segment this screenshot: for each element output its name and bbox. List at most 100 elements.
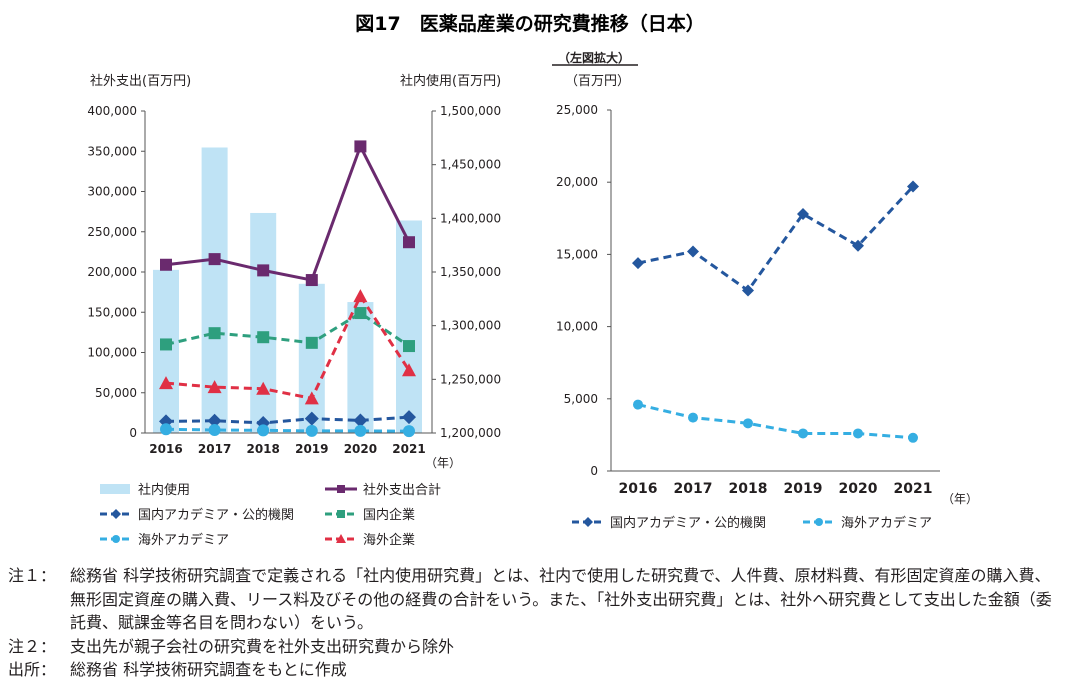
data-point-2021 [403,425,415,438]
x-tick-label: 2020 [839,481,878,497]
data-point-2021 [402,363,416,377]
series-line [637,185,915,293]
figure-title: 図17 医薬品産業の研究費推移（日本） [355,12,704,35]
data-point-2019 [305,274,318,287]
bar-2016 [153,269,179,433]
y-axis-right-label: 社内使用(百万円) [400,73,501,89]
data-point-2021 [403,236,415,249]
y-tick-label-left: 150,000 [87,305,137,319]
x-tick-label: 2017 [198,442,231,456]
data-point-2018 [257,331,270,344]
data-point-2018 [742,284,754,297]
x-tick-label: 2016 [149,442,182,456]
note-text: 総務省 科学技術研究調査で定義される「社内使用研究費」とは、社内で使用した研究費… [70,566,1052,632]
legend-marker-square [337,485,345,493]
y-tick-label-left: 250,000 [87,225,137,239]
legend-item: 国内アカデミア・公的機関 [610,515,766,531]
x-tick-label: 2017 [674,481,713,497]
data-point-2019 [304,391,319,405]
bar-2021 [396,220,422,433]
bar-2018 [250,212,277,433]
y-tick-label-left: 350,000 [87,144,137,158]
y-tick-label-left: 100,000 [87,346,137,360]
legend-item: 国内企業 [363,507,415,523]
chart-canvas: 図17 医薬品産業の研究費推移（日本） 社外支出(百万円) 社内使用(百万円) 0 5… [87,12,978,548]
series-line [165,311,410,348]
note-text: 総務省 科学技術研究調査をもとに作成 [70,660,347,679]
subtitle: （左図拡大） [558,50,630,65]
data-point-2021 [403,340,415,353]
legend-marker-circle [112,535,120,543]
legend-swatch [100,484,130,494]
data-point-2019 [305,424,318,437]
y-tick-label-right: 1,400,000 [440,211,501,225]
data-point-2017 [208,327,221,340]
data-point-2021 [402,410,416,425]
note-1: 注１： 総務省 科学技術研究調査で定義される「社内使用研究費」とは、社内で使用した… [8,564,1074,635]
data-point-2016 [633,399,643,410]
data-point-2020 [354,307,367,320]
data-point-2017 [687,245,699,258]
y-tick-label: 0 [590,464,598,478]
data-point-2020 [354,140,367,153]
data-point-2016 [160,258,172,271]
x-axis-unit: （年） [425,456,461,470]
y-axis-left-label: 社外支出(百万円) [90,73,191,89]
data-point-2016 [160,423,172,436]
x-tick-label: 2019 [295,442,328,456]
data-point-2017 [208,253,221,266]
y-tick-label-right: 1,300,000 [440,319,501,333]
y-tick-label-left: 200,000 [87,265,137,279]
data-point-2017 [688,412,698,423]
legend-item: 国内アカデミア・公的機関 [138,507,294,523]
data-point-2016 [160,338,172,351]
data-point-2020 [354,424,367,437]
data-point-2018 [257,264,270,277]
data-point-2019 [797,207,809,220]
y-tick-label: 5,000 [564,392,598,406]
data-point-2020 [852,239,864,252]
data-point-2017 [207,413,222,428]
data-point-2019 [305,336,318,349]
data-point-2017 [208,424,221,437]
data-point-2016 [632,257,644,270]
series-line [165,293,411,401]
note-label: 注２： [8,636,57,656]
note-text: 支出先が親子会社の研究費を社外支出研究費から除外 [70,636,455,656]
y-tick-label-right: 1,350,000 [440,265,501,279]
y-tick-label-left: 300,000 [87,185,137,199]
bar-2020 [347,302,374,433]
y-tick-label-right: 1,450,000 [440,158,501,172]
data-point-2016 [159,376,173,390]
series-line [165,142,411,282]
series-line [165,427,410,433]
data-point-2018 [743,418,753,429]
x-tick-label: 2018 [246,442,279,456]
legend-marker-triangle [336,534,346,543]
source-note: 出所： 総務省 科学技術研究調査をもとに作成 [8,658,1074,682]
legend-item: 海外アカデミア [138,532,229,548]
series-line [165,415,410,425]
x-tick-label: 2021 [894,481,933,497]
y-tick-label-left: 0 [129,426,137,440]
bar-2019 [298,283,325,433]
legend-item: 海外企業 [363,532,415,548]
y-tick-label: 15,000 [556,247,598,261]
x-tick-label: 2018 [729,481,768,497]
y-tick-label-left: 400,000 [87,104,137,118]
data-point-2020 [353,413,368,428]
data-point-2017 [207,380,222,394]
data-point-2020 [853,428,863,439]
y-tick-label-right: 1,500,000 [440,104,501,118]
data-point-2021 [907,180,919,193]
y-tick-label-left: 50,000 [95,386,137,400]
x-axis-unit: （年） [942,492,978,506]
data-point-2019 [798,428,808,439]
data-point-2021 [908,432,918,443]
x-tick-label: 2019 [784,481,823,497]
note-label: 出所： [8,660,57,679]
x-tick-label: 2016 [619,481,658,497]
legend-item: 社内使用 [138,482,190,498]
series-line [637,403,914,440]
